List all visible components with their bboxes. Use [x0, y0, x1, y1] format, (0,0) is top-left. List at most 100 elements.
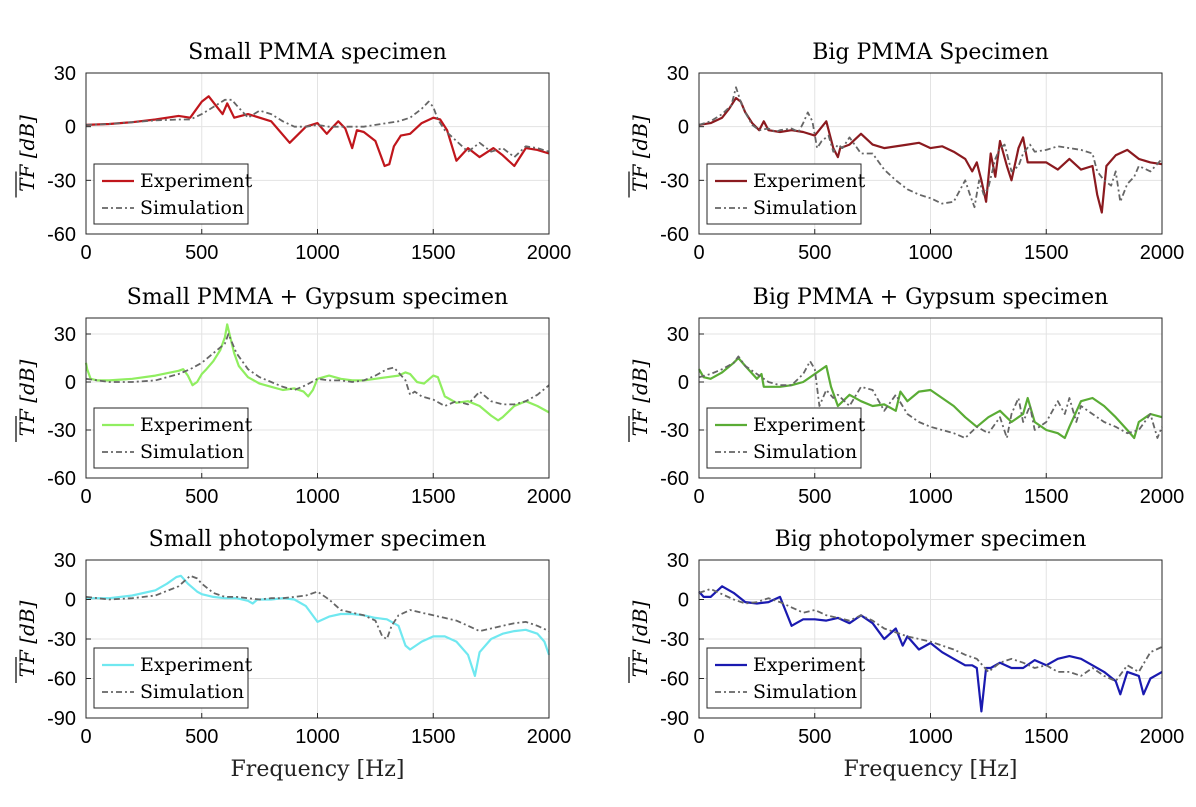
legend: Experiment Simulation [706, 647, 866, 709]
x-tick-label: 500 [798, 726, 831, 748]
y-axis-label: TF [dB] [628, 115, 652, 192]
legend-label-experiment: Experiment [753, 170, 866, 192]
y-tick-label: 30 [54, 63, 76, 85]
y-tick-label: -90 [47, 708, 76, 730]
y-tick-label: -60 [47, 224, 76, 246]
legend-box [706, 647, 862, 709]
legend-label-simulation: Simulation [140, 441, 244, 463]
legend-label-experiment: Experiment [140, 414, 253, 436]
panel-1: 0 500 1000 1500 2000 -60 -30 0 30 Small PMMA spec… [15, 40, 571, 264]
y-axis-label: TF [dB] [15, 359, 39, 436]
x-tick-label: 2000 [527, 242, 572, 264]
panel-title: Big photopolymer specimen [775, 527, 1087, 552]
series-line-simulation [85, 333, 550, 407]
series-line-experiment [698, 356, 1163, 440]
legend-label-experiment: Experiment [753, 654, 866, 676]
y-tick-label: -30 [47, 629, 76, 651]
panel-title: Small PMMA + Gypsum specimen [127, 285, 508, 310]
y-tick-label: -30 [660, 629, 689, 651]
x-axis-label: Frequency [Hz] [231, 757, 405, 782]
legend-label-experiment: Experiment [753, 414, 866, 436]
series-line-simulation [698, 86, 1163, 209]
panel-3: 0 500 1000 1500 2000 -60 -30 0 30 Small PMMA + Gy… [15, 285, 571, 508]
x-tick-label: 1000 [908, 242, 953, 264]
panel-5: 0 500 1000 1500 2000 -90 -60 -30 0 30 Small photop… [15, 527, 571, 782]
x-tick-label: 1500 [1024, 486, 1069, 508]
y-axis-label: TF [dB] [15, 600, 39, 677]
x-tick-label: 1000 [295, 486, 340, 508]
x-tick-label: 1000 [295, 242, 340, 264]
legend: Experiment Simulation [706, 407, 866, 469]
legend: Experiment Simulation [706, 163, 866, 225]
y-tick-label: 0 [65, 590, 76, 612]
y-tick-label: 0 [65, 117, 76, 139]
x-tick-label: 1500 [411, 242, 456, 264]
legend-label-simulation: Simulation [753, 681, 857, 703]
x-tick-label: 2000 [1140, 726, 1185, 748]
y-tick-label: -30 [47, 170, 76, 192]
y-tick-label: -60 [47, 669, 76, 691]
x-tick-label: 2000 [527, 726, 572, 748]
x-tick-label: 1500 [1024, 242, 1069, 264]
x-tick-label: 1500 [411, 486, 456, 508]
series-line-experiment [86, 574, 551, 678]
legend-box [93, 163, 249, 225]
y-tick-label: -30 [660, 170, 689, 192]
y-tick-label: -60 [660, 669, 689, 691]
panel-title: Small photopolymer specimen [149, 527, 487, 552]
x-tick-label: 1500 [411, 726, 456, 748]
series-line-simulation [85, 574, 550, 640]
x-tick-label: 1000 [295, 726, 340, 748]
legend-box [93, 647, 249, 709]
y-tick-label: -60 [660, 224, 689, 246]
panel-title: Big PMMA + Gypsum specimen [753, 285, 1109, 310]
x-tick-label: 2000 [527, 486, 572, 508]
y-tick-label: -30 [47, 420, 76, 442]
y-tick-label: 0 [65, 372, 76, 394]
legend-label-experiment: Experiment [140, 654, 253, 676]
x-tick-label: 0 [693, 242, 704, 264]
series-line-experiment [85, 95, 550, 168]
y-tick-label: -90 [660, 708, 689, 730]
panel-6: 0 500 1000 1500 2000 -90 -60 -30 0 30 Big photopol… [628, 527, 1184, 782]
y-tick-label: 30 [667, 63, 689, 85]
series-line-simulation [698, 355, 1163, 439]
x-tick-label: 1000 [908, 726, 953, 748]
y-tick-label: 30 [54, 550, 76, 572]
x-tick-label: 500 [798, 486, 831, 508]
x-tick-label: 500 [185, 242, 218, 264]
legend-label-simulation: Simulation [140, 197, 244, 219]
x-tick-label: 0 [80, 486, 91, 508]
legend-label-simulation: Simulation [140, 681, 244, 703]
x-axis-label: Frequency [Hz] [844, 757, 1018, 782]
y-axis-label: TF [dB] [628, 359, 652, 436]
x-tick-label: 1500 [1024, 726, 1069, 748]
legend: Experiment Simulation [93, 407, 253, 469]
panel-title: Small PMMA specimen [188, 40, 447, 65]
x-tick-label: 0 [693, 726, 704, 748]
legend-label-simulation: Simulation [753, 197, 857, 219]
y-tick-label: 30 [54, 324, 76, 346]
legend: Experiment Simulation [93, 163, 253, 225]
legend-label-experiment: Experiment [140, 170, 253, 192]
x-tick-label: 0 [80, 242, 91, 264]
y-tick-label: 0 [678, 372, 689, 394]
y-tick-label: 0 [678, 117, 689, 139]
y-tick-label: -60 [660, 468, 689, 490]
y-tick-label: -30 [660, 420, 689, 442]
x-tick-label: 0 [693, 486, 704, 508]
y-tick-label: -60 [47, 468, 76, 490]
x-tick-label: 500 [798, 242, 831, 264]
series-line-experiment [698, 96, 1163, 214]
panel-title: Big PMMA Specimen [812, 40, 1049, 65]
legend-label-simulation: Simulation [753, 441, 857, 463]
panel-4: 0 500 1000 1500 2000 -60 -30 0 30 Big PMMA + Gyps… [628, 285, 1184, 508]
x-tick-label: 500 [185, 726, 218, 748]
x-tick-label: 500 [185, 486, 218, 508]
panel-2: 0 500 1000 1500 2000 -60 -30 0 30 Big PMMA Specim… [628, 40, 1184, 264]
legend: Experiment Simulation [93, 647, 253, 709]
x-tick-label: 2000 [1140, 242, 1185, 264]
x-tick-label: 0 [80, 726, 91, 748]
x-tick-label: 2000 [1140, 486, 1185, 508]
